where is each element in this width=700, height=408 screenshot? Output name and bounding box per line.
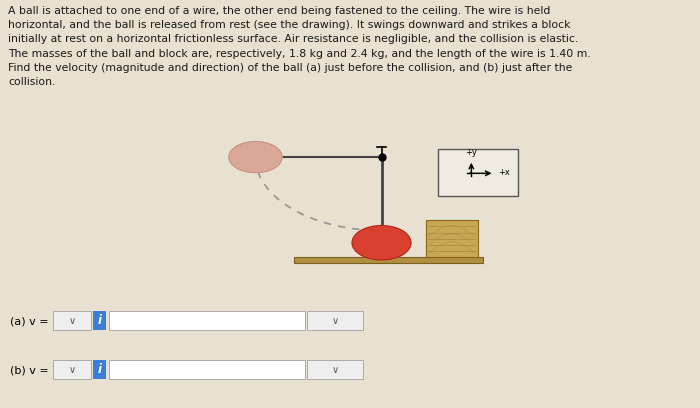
Text: (b) v =: (b) v = (10, 365, 49, 375)
Bar (294, 257, 483, 263)
Text: ∨: ∨ (69, 316, 76, 326)
Bar (108, 311, 304, 330)
Text: ∨: ∨ (332, 365, 339, 375)
Bar (307, 360, 363, 379)
Bar (307, 311, 363, 330)
Text: ∨: ∨ (69, 365, 76, 375)
Text: i: i (97, 363, 102, 376)
Bar (52, 360, 91, 379)
Circle shape (229, 142, 282, 173)
Text: +y: +y (466, 148, 477, 157)
Bar (93, 311, 106, 330)
Bar (438, 149, 518, 196)
Bar (426, 220, 478, 257)
Bar (52, 311, 91, 330)
Text: ∨: ∨ (332, 316, 339, 326)
Text: A ball is attached to one end of a wire, the other end being fastened to the cei: A ball is attached to one end of a wire,… (8, 6, 591, 87)
Text: +x: +x (498, 168, 510, 177)
Circle shape (352, 226, 411, 260)
Text: i: i (97, 314, 102, 327)
Text: (a) v =: (a) v = (10, 316, 49, 326)
Bar (93, 360, 106, 379)
Bar (108, 360, 304, 379)
